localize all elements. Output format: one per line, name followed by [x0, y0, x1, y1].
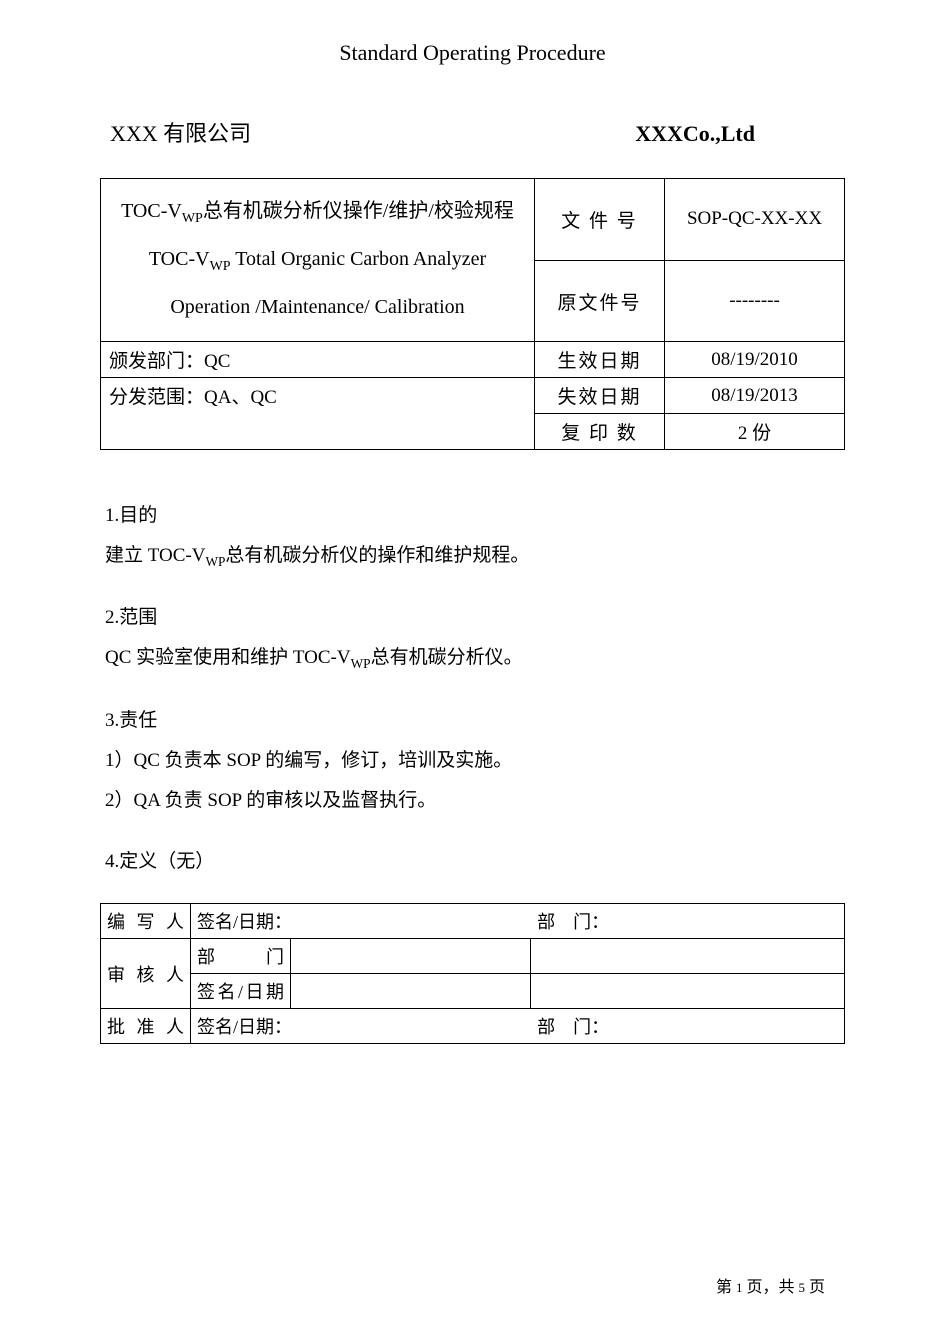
reviewer-signdate-value2	[531, 974, 845, 1009]
footer-suffix: 页	[805, 1279, 825, 1296]
doc-no-value: SOP-QC-XX-XX	[665, 179, 845, 261]
author-sign-row: 签名/日期： 部 门：	[191, 904, 845, 939]
section-purpose: 1.目的 建立 TOC-VWP总有机碳分析仪的操作和维护规程。	[100, 500, 845, 572]
document-info-table: TOC-VWP总有机碳分析仪操作/维护/校验规程 TOC-VWP Total O…	[100, 178, 845, 450]
footer-prefix: 第	[716, 1279, 736, 1296]
approver-role-label: 批 准 人	[101, 1009, 191, 1044]
s2-sub: WP	[351, 656, 371, 671]
orig-doc-label: 原文件号	[535, 260, 665, 342]
author-signdate-label: 签名/日期：	[197, 908, 292, 934]
title-cn-part2: 总有机碳分析仪操作/维护/校验规程	[203, 200, 514, 222]
author-role-label: 编 写 人	[101, 904, 191, 939]
reviewer-signdate-sublabel: 签名/日期	[191, 974, 291, 1009]
section-1-text: 建立 TOC-VWP总有机碳分析仪的操作和维护规程。	[105, 541, 840, 572]
reviewer-role-label: 审 核 人	[101, 939, 191, 1009]
issue-dept-cell: 颁发部门：QC	[101, 342, 535, 378]
doc-title-cn: TOC-VWP总有机碳分析仪操作/维护/校验规程	[109, 189, 526, 235]
s1-sub: WP	[205, 554, 225, 569]
section-scope: 2.范围 QC 实验室使用和维护 TOC-VWP总有机碳分析仪。	[100, 602, 845, 674]
s2-text1: QC 实验室使用和维护 TOC-V	[105, 647, 351, 668]
section-3-line1: 1）QC 负责本 SOP 的编写，修订，培训及实施。	[105, 746, 840, 776]
effective-date-label: 生效日期	[535, 342, 665, 378]
expiry-date-label: 失效日期	[535, 378, 665, 414]
reviewer-dept-value1	[291, 939, 531, 974]
effective-date-value: 08/19/2010	[665, 342, 845, 378]
approver-sign-row: 签名/日期： 部 门：	[191, 1009, 845, 1044]
company-name-en: XXXCo.,Ltd	[635, 121, 755, 147]
company-name-cn: XXX 有限公司	[110, 116, 251, 148]
section-responsibility: 3.责任 1）QC 负责本 SOP 的编写，修订，培训及实施。 2）QA 负责 …	[100, 705, 845, 817]
reviewer-dept-sublabel: 部 门	[191, 939, 291, 974]
distrib-label: 分发范围：	[109, 387, 204, 408]
author-dept-label: 部 门：	[537, 908, 609, 934]
title-cn-part1: TOC-V	[121, 200, 182, 222]
footer-mid: 页，共	[742, 1279, 798, 1296]
approver-dept-label: 部 门：	[537, 1013, 609, 1039]
company-row: XXX 有限公司 XXXCo.,Ltd	[100, 116, 845, 148]
reviewer-dept-value2	[531, 939, 845, 974]
doc-title-cell: TOC-VWP总有机碳分析仪操作/维护/校验规程 TOC-VWP Total O…	[101, 179, 535, 342]
distrib-cell: 分发范围：QA、QC	[101, 378, 535, 450]
distrib-value: QA、QC	[204, 387, 277, 408]
section-4-heading: 4.定义（无）	[105, 846, 840, 873]
page-header-title: Standard Operating Procedure	[100, 40, 845, 66]
page-footer: 第 1 页，共 5 页	[716, 1273, 825, 1297]
doc-no-label: 文 件 号	[535, 179, 665, 261]
reviewer-signdate-value1	[291, 974, 531, 1009]
title-en-part1: TOC-V	[149, 248, 210, 270]
section-definition: 4.定义（无）	[100, 846, 845, 873]
signature-table: 编 写 人 签名/日期： 部 门： 审 核 人 部 门 签名/日期 批 准 人 …	[100, 903, 845, 1044]
orig-doc-value: --------	[665, 260, 845, 342]
section-2-text: QC 实验室使用和维护 TOC-VWP总有机碳分析仪。	[105, 643, 840, 674]
s1-text1: 建立 TOC-V	[105, 545, 205, 566]
expiry-date-value: 08/19/2013	[665, 378, 845, 414]
section-1-heading: 1.目的	[105, 500, 840, 527]
s2-text2: 总有机碳分析仪。	[371, 647, 523, 668]
issue-dept-value: QC	[204, 351, 230, 372]
approver-signdate-label: 签名/日期：	[197, 1013, 292, 1039]
issue-dept-label: 颁发部门：	[109, 351, 204, 372]
doc-title-en: TOC-VWP Total Organic Carbon Analyzer Op…	[109, 235, 526, 332]
section-3-heading: 3.责任	[105, 705, 840, 732]
title-cn-sub: WP	[182, 211, 203, 226]
title-en-sub: WP	[210, 259, 231, 274]
section-2-heading: 2.范围	[105, 602, 840, 629]
section-3-line2: 2）QA 负责 SOP 的审核以及监督执行。	[105, 786, 840, 816]
s1-text2: 总有机碳分析仪的操作和维护规程。	[225, 545, 529, 566]
copy-count-value: 2 份	[665, 414, 845, 450]
copy-count-label: 复 印 数	[535, 414, 665, 450]
